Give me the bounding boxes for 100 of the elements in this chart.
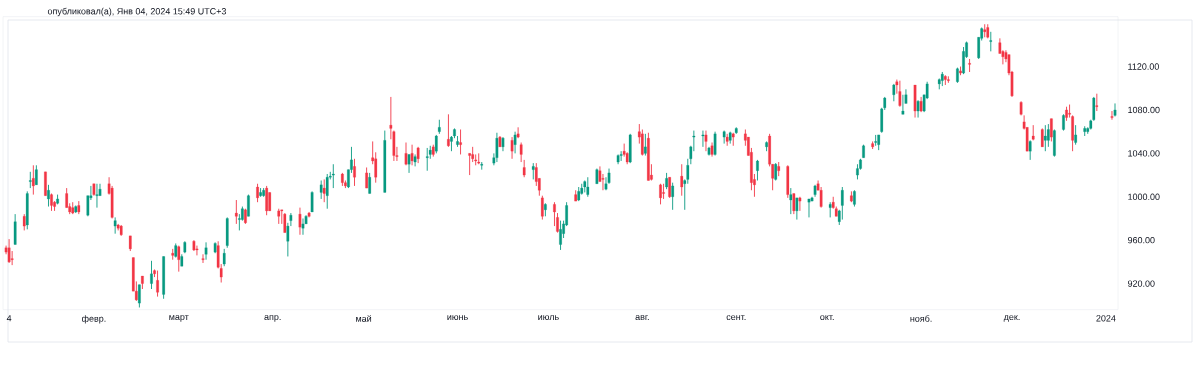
y-tick-label: 1120.00 [1128,63,1159,70]
y-tick-label: 1000.00 [1128,193,1160,200]
candlestick [171,248,175,261]
x-tick-label: февр. [82,315,106,324]
x-tick-label: март [169,315,189,322]
candlestick [522,159,526,178]
x-tick-label: 4 [6,315,12,322]
candlestick [141,275,144,290]
x-tick-label: июнь [447,315,468,321]
candlestick [119,224,123,237]
candlestick [116,223,120,231]
candlestick [307,211,311,218]
candlestick [1043,124,1047,152]
candlestick [680,163,684,197]
x-tick-label: окт. [820,315,834,321]
x-tick-label: май [356,315,372,322]
candlestick [986,23,990,39]
candlestick [71,201,75,215]
candlestick [56,194,59,205]
candlestick [943,74,947,86]
x-tick-label: сент. [726,315,746,321]
candlestick [577,186,581,202]
candlestick [777,161,781,177]
candlestick [1113,103,1117,117]
candlestick [734,126,738,135]
candlestick [1110,110,1114,121]
candlestick [322,178,326,203]
candlestick [792,193,796,215]
x-tick-label: нояб. [910,315,932,322]
candlestick [1040,127,1044,148]
candlestick [671,182,674,211]
candlestick [722,130,726,145]
candlestick [1047,123,1050,148]
candlestick [583,180,587,193]
candlestick [235,199,238,225]
candlestick [128,235,132,252]
candlestick [725,133,729,147]
candlestick [434,134,438,154]
candlestick [319,180,323,200]
candlestick [947,75,950,84]
candlestick [798,196,802,212]
candlestick [728,131,732,145]
x-tick-label: дек. [1003,315,1020,322]
candlestick [531,162,535,180]
candlestick [331,163,335,189]
candlestick [662,183,665,200]
candlestick [877,134,881,151]
candlestick [477,152,481,165]
candlestick [940,71,944,87]
candlestick [25,190,29,230]
y-tick-label: 960.00 [1127,237,1155,244]
candlestick [438,119,441,135]
candlestick [968,58,971,73]
candlestick [222,248,226,267]
x-tick-label: авг. [635,315,649,321]
candlestick [1095,93,1099,112]
candlestick [850,190,853,203]
y-tick-label: 1040.00 [1128,150,1160,157]
candlestick [874,134,877,147]
candlestick [283,212,287,234]
candlestick [586,176,590,198]
candlestick [425,147,429,172]
candlestick [325,173,329,210]
candlestick [516,126,520,139]
candlestick [74,205,78,214]
candlestick [480,161,484,171]
candlestick [534,162,538,187]
candlestick [765,140,768,152]
candlestick [225,216,229,249]
candlestick [574,189,578,202]
candlestick [541,195,544,221]
candlestick [383,130,387,193]
candlestick [183,240,187,254]
candlestick [628,133,632,164]
candlestick [180,253,184,267]
candlestick [277,208,281,225]
candlestick [983,23,987,38]
candlestick [201,253,205,264]
x-tick-label: апр. [264,315,281,322]
candlestick [77,200,81,215]
candlestick [892,83,896,102]
candlestick [177,245,181,273]
candlestick [368,172,371,194]
candlestick [786,164,790,199]
x-tick-label: 2024 [1096,315,1116,322]
candlestick [1028,139,1032,161]
candlestick [459,129,462,155]
candlestick [13,213,17,245]
candlestick [31,164,35,196]
candlestick [871,140,874,150]
chart-title: опубликовал(а), Янв 04, 2024 15:49 UTC+3 [47,7,226,17]
candlestick [28,171,32,189]
candlestick [989,31,993,52]
candlestick [1031,124,1035,141]
y-tick-label: 920.00 [1127,280,1155,287]
y-tick-label: 1080.00 [1128,106,1160,114]
candlestick [840,186,844,221]
candlestick [959,66,962,76]
x-tick-label: июль [538,315,559,321]
candlestick [774,162,777,181]
